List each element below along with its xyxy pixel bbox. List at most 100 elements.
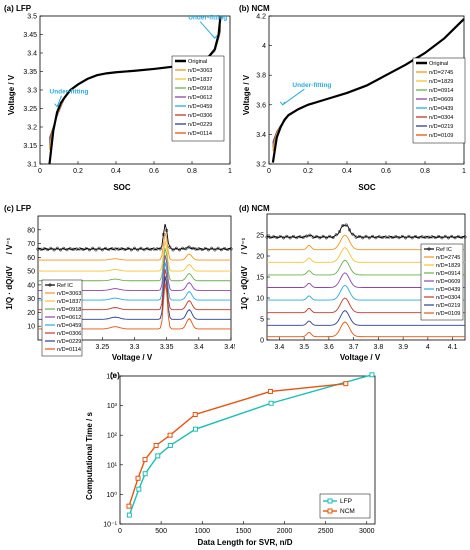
series-marker-NCM <box>135 475 141 481</box>
ref-ic-marker <box>216 246 220 250</box>
y-tick-label: 3.4 <box>256 132 266 139</box>
legend-entry: n/D=0918 <box>188 86 212 92</box>
ref-ic-marker <box>136 248 140 252</box>
panel-c-xlabel: Voltage / V <box>112 353 153 362</box>
x-tick-label: 500 <box>155 528 167 535</box>
ref-ic-marker <box>281 236 286 240</box>
ref-ic-marker <box>58 248 63 252</box>
legend-entry: LFP <box>340 498 352 505</box>
ref-ic-marker <box>223 246 227 251</box>
ref-ic-marker <box>229 247 233 251</box>
ref-ic-marker <box>145 247 149 251</box>
ic-curve-Ref IC <box>37 223 232 251</box>
y-tick-label: 4.2 <box>256 14 266 21</box>
ref-ic-marker <box>374 236 378 240</box>
annotation-arrowhead <box>54 103 60 108</box>
ref-ic-marker <box>314 235 319 239</box>
ref-ic-marker <box>120 247 124 251</box>
x-tick-label: 3.45 <box>224 344 235 351</box>
ref-ic-marker <box>394 235 398 239</box>
ref-ic-marker <box>65 248 69 252</box>
y-tick-label: 30 <box>27 296 35 303</box>
x-tick-label: 2000 <box>277 528 293 535</box>
y-tick-label: 20 <box>27 310 35 317</box>
ref-ic-marker <box>49 246 53 250</box>
ref-ic-marker <box>285 234 289 238</box>
ref-ic-marker <box>78 247 82 251</box>
legend-entry: n/D=0459 <box>57 323 81 329</box>
ref-ic-marker <box>318 236 322 240</box>
y-tick-label: 70 <box>27 241 35 248</box>
x-tick-label: 0 <box>267 168 271 175</box>
x-tick-label: 0.2 <box>303 168 313 175</box>
y-tick-label: 10⁴ <box>106 374 117 381</box>
x-tick-label: 3.6 <box>324 344 334 351</box>
ref-ic-marker <box>187 245 191 249</box>
y-tick-label: 40 <box>27 282 35 289</box>
x-tick-label: 3.3 <box>130 344 140 351</box>
legend-entry: Ref IC <box>57 283 73 289</box>
legend-entry: Original <box>188 59 207 65</box>
x-tick-label: 0.8 <box>420 168 430 175</box>
legend-entry: n/D=0914 <box>429 88 453 94</box>
x-tick-label: 3.25 <box>96 344 110 351</box>
panel-c-axes: 3.23.253.33.353.43.451020304050607080Ref… <box>27 215 235 357</box>
ref-ic-marker <box>298 235 302 239</box>
panel-d-ylabel-unit: / V⁻¹ <box>240 237 249 254</box>
series-marker-NCM <box>126 503 132 509</box>
ref-ic-marker <box>400 234 404 238</box>
ref-ic-marker <box>181 246 185 250</box>
panel-a-ylabel: Voltage / V <box>7 74 16 115</box>
legend-entry: n/D=0306 <box>188 113 212 119</box>
legend-entry: n/D=0219 <box>436 303 460 309</box>
x-tick-label: 3.8 <box>374 344 384 351</box>
y-tick-label: 3.6 <box>256 102 266 109</box>
ref-ic-marker <box>430 235 434 239</box>
panel-e-chart: (e) 0 500 1000 1500 2000 2500 3000 10⁻¹ 10⁰ 10¹ 10… <box>85 371 376 547</box>
legend-entry: n/D=3063 <box>57 291 81 297</box>
series-marker-NCM <box>153 442 159 448</box>
ref-ic-marker <box>94 248 98 252</box>
panel-d-chart: (d) NCM 3.4 3.5 3.6 3.7 3.8 3.9 4 4.1 0 5 10 15 20 25… <box>239 204 467 362</box>
ref-ic-marker <box>219 248 223 252</box>
panel-a-chart: (a) LFP 0 0.2 0.4 0.6 0.8 1 3.1 3.15 3.2 3.25 3.3 3… <box>4 4 232 192</box>
panel-b-ylabel: Voltage / V <box>242 74 251 115</box>
x-tick-label: 0.2 <box>73 168 83 175</box>
legend-entry: Original <box>429 61 448 67</box>
under-fitting-annotation: Under-fitting <box>292 82 331 89</box>
legend-entry: n/D=0219 <box>429 124 453 130</box>
ref-ic-marker <box>197 247 201 251</box>
panel-c-chart: (c) LFP 3.23.253.33.353.43.4510203040506… <box>4 204 235 362</box>
x-tick-label: 0 <box>38 168 42 175</box>
ref-ic-marker <box>68 247 72 251</box>
ref-ic-marker <box>200 247 204 252</box>
y-tick-label: 60 <box>27 255 35 262</box>
legend-marker <box>327 508 333 514</box>
ref-ic-marker <box>291 234 295 238</box>
y-tick-label: 3.45 <box>23 32 37 39</box>
x-tick-label: 4 <box>426 344 430 351</box>
legend-entry: n/D=0229 <box>188 122 212 128</box>
panel-a-xlabel: SOC <box>113 183 131 192</box>
panel-c-ylabel-unit: / V⁻¹ <box>5 237 14 254</box>
ref-ic-marker <box>126 246 130 250</box>
ref-ic-marker <box>390 235 394 239</box>
ref-ic-marker <box>295 236 299 240</box>
panel-d-label: (d) NCM <box>239 204 270 213</box>
panel-e-xlabel: Data Length for SVR, n/D <box>197 538 292 547</box>
series-marker-NCM <box>167 432 173 438</box>
legend-entry: n/D=0109 <box>436 311 460 317</box>
ref-ic-marker <box>152 247 156 251</box>
y-tick-label: 3.1 <box>27 162 37 169</box>
ref-ic-marker <box>155 247 159 251</box>
ref-ic-marker <box>268 235 272 239</box>
ref-ic-marker <box>129 248 133 252</box>
x-tick-label: 1 <box>228 168 232 175</box>
ic-curve-n/D=1837 <box>38 241 231 272</box>
annotation-arrow <box>56 95 62 107</box>
x-tick-label: 3.9 <box>398 344 408 351</box>
ref-ic-marker <box>453 236 457 240</box>
legend-entry: n/D=0304 <box>429 115 453 121</box>
panel-d-ylabel-main: 1/Q · dQ/dV <box>240 266 249 310</box>
ref-ic-marker <box>357 234 361 238</box>
